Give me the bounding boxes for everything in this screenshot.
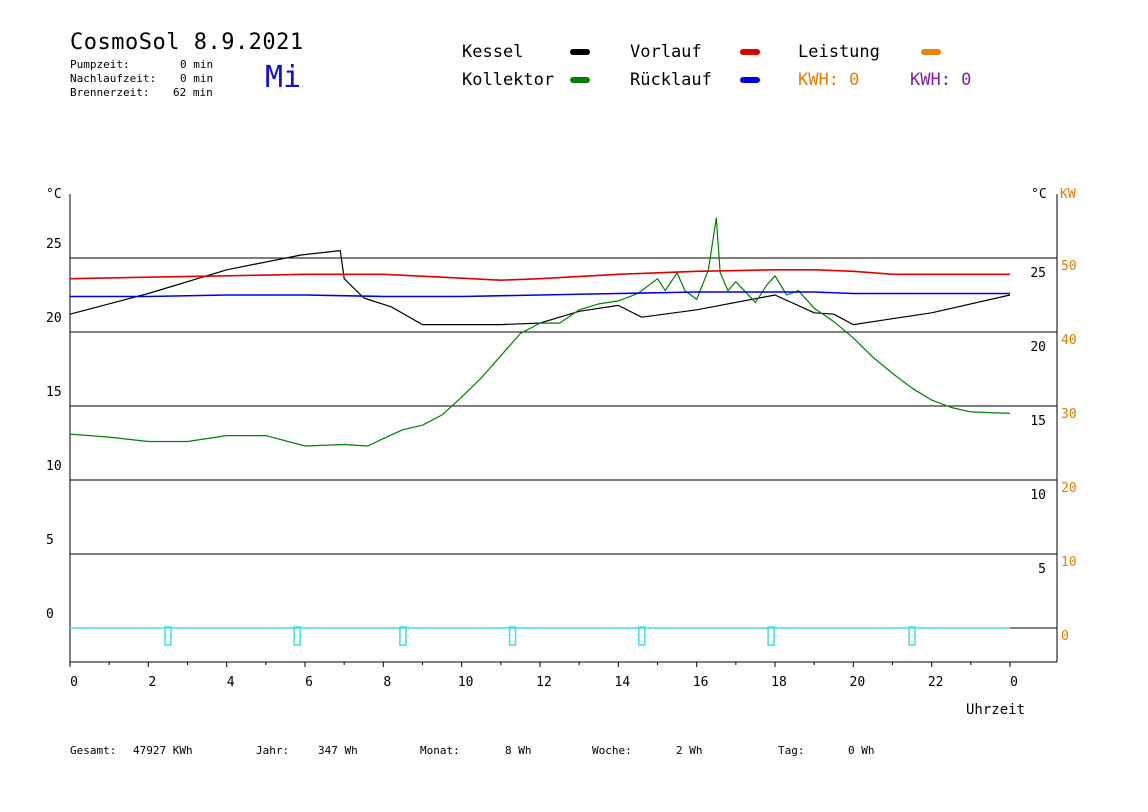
footer-jahr-label: Jahr: [256,744,290,757]
y-tick-label-right-temp: 10 [1030,488,1046,503]
stat-pumpzeit-value: 0 min [180,58,214,71]
x-tick-label: 0 [70,675,78,690]
legend-ruecklauf-label: Rücklauf [630,70,712,90]
legend-kollektor-swatch [570,77,590,83]
x-tick-label: 16 [693,675,709,690]
y-axis-label-right-power: KW [1060,187,1076,202]
x-tick-label: 12 [536,675,552,690]
legend-kwh-day: KWH: 0 [910,70,972,90]
y-axis-label-left: °C [46,187,62,202]
x-tick-label: 10 [458,675,474,690]
legend-kessel-swatch [570,49,590,55]
footer-jahr-value: 347 Wh [318,744,358,757]
footer-gesamt-value: 47927 KWh [133,744,193,757]
leistung-marker [508,626,517,646]
y-tick-label-right-power: 10 [1061,555,1077,570]
series-line-kollektor [69,217,1011,447]
y-tick-label-left: 25 [46,237,62,252]
y-tick-label-left: 10 [46,459,62,474]
leistung-marker [164,626,172,646]
y-tick-label-left: 20 [46,311,62,326]
footer-woche-value: 2 Wh [676,744,703,757]
stat-brennerzeit-label: Brennerzeit: [70,86,150,99]
footer-gesamt-label: Gesamt: [70,744,117,757]
footer-monat-value: 8 Wh [505,744,532,757]
leistung-marker [293,626,301,646]
stat-nachlaufzeit-label: Nachlaufzeit: [70,72,157,85]
x-tick-label: 4 [227,675,235,690]
x-tick-label: 6 [305,675,313,690]
x-tick-label: 2 [148,675,156,690]
stat-brennerzeit-value: 62 min [173,86,213,99]
x-tick-label: 0 [1010,675,1018,690]
x-tick-label: 20 [850,675,866,690]
legend-kwh-total: KWH: 0 [798,70,860,90]
y-tick-label-right-power: 50 [1061,259,1077,274]
legend-kollektor-label: Kollektor [462,70,555,90]
series-line-kessel [69,250,1011,326]
y-tick-label-right-temp: 20 [1030,340,1046,355]
page-title: CosmoSol 8.9.2021 [70,30,304,55]
y-axis-label-right-temp: °C [1031,187,1047,202]
y-tick-label-right-power: 0 [1061,629,1069,644]
series-line-vorlauf [69,268,1010,282]
stat-pumpzeit-label: Pumpzeit: [70,58,130,71]
y-tick-label-right-temp: 25 [1030,266,1046,281]
x-axis-label: Uhrzeit [966,702,1025,718]
y-tick-label-right-temp: 15 [1030,414,1046,429]
leistung-marker [767,626,775,646]
legend-kessel-label: Kessel [462,42,524,62]
legend-leistung-swatch [921,49,941,55]
x-tick-label: 8 [383,675,391,690]
y-tick-label-right-power: 20 [1061,481,1077,496]
y-tick-label-left: 15 [46,385,62,400]
x-tick-label: 14 [615,675,631,690]
footer-monat-label: Monat: [420,744,460,757]
x-tick-label: 18 [771,675,787,690]
legend-ruecklauf-swatch [740,77,760,83]
footer-tag-label: Tag: [778,744,805,757]
legend-vorlauf-swatch [740,49,760,55]
y-tick-label-left: 5 [46,533,54,548]
y-tick-label-right-temp: 5 [1038,562,1046,577]
y-tick-label-right-power: 30 [1061,407,1077,422]
legend-vorlauf-label: Vorlauf [630,42,702,62]
series-line-rcklauf [70,291,1010,298]
footer-woche-label: Woche: [592,744,632,757]
leistung-marker [399,626,407,646]
leistung-marker [908,626,916,646]
stat-nachlaufzeit-value: 0 min [180,72,214,85]
leistung-marker [638,626,646,646]
y-tick-label-left: 0 [46,607,54,622]
footer-tag-value: 0 Wh [848,744,875,757]
y-tick-label-right-power: 40 [1061,333,1077,348]
weekday: Mi [265,60,302,95]
legend-leistung-label: Leistung [798,42,880,62]
x-tick-label: 22 [928,675,944,690]
